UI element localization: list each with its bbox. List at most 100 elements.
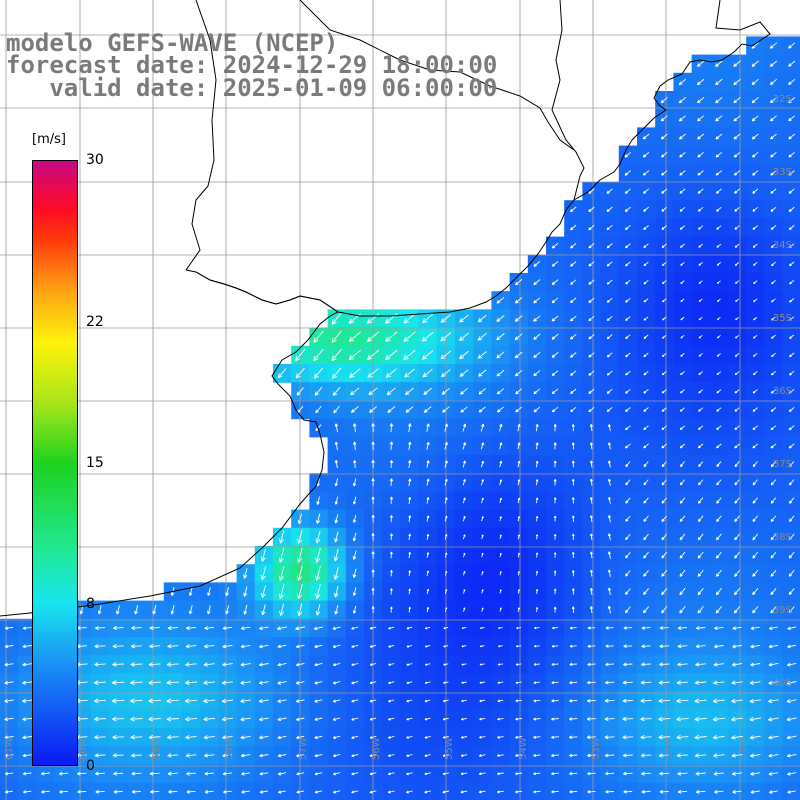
wind-arrow [112, 734, 125, 740]
wind-arrow [313, 626, 323, 631]
wind-arrow [404, 387, 414, 396]
wind-arrow [277, 753, 287, 758]
wind-arrow [622, 680, 633, 685]
wind-arrow [625, 533, 631, 541]
wind-arrow [369, 735, 377, 739]
wind-arrow [371, 569, 375, 577]
wind-arrow [788, 170, 795, 176]
wind-arrow [570, 297, 577, 304]
wind-arrow [423, 406, 432, 413]
longitude-label: 55W [444, 737, 455, 760]
wind-arrow [643, 225, 649, 230]
wind-arrow [517, 571, 520, 576]
wind-arrow [660, 151, 668, 158]
wind-arrow [535, 588, 539, 594]
wind-arrow [350, 406, 359, 413]
wind-arrow [277, 644, 287, 649]
wind-arrow [403, 349, 416, 361]
wind-arrow [406, 681, 413, 685]
wind-arrow [676, 753, 689, 758]
wind-arrow [351, 663, 359, 667]
wind-arrow [571, 424, 575, 432]
wind-arrow [496, 772, 504, 776]
wind-arrow [351, 753, 359, 758]
wind-arrow [752, 261, 758, 266]
wind-arrow [770, 461, 777, 468]
wind-arrow [389, 441, 394, 451]
wind-arrow [553, 570, 557, 576]
wind-arrow [442, 790, 450, 794]
wind-arrow [571, 551, 575, 559]
wind-arrow [768, 662, 779, 667]
wind-arrow [661, 334, 667, 339]
wind-arrow [588, 315, 595, 322]
wind-arrow [788, 206, 795, 212]
wind-arrow [277, 772, 287, 776]
wind-arrow [713, 662, 725, 667]
wind-arrow [624, 425, 631, 431]
wind-arrow [514, 297, 523, 304]
wind-arrow [551, 315, 559, 322]
wind-arrow [478, 772, 486, 776]
wind-arrow [587, 790, 596, 794]
wind-arrow [623, 644, 633, 649]
wind-arrow [424, 681, 431, 685]
wind-arrow [788, 225, 795, 231]
wind-arrow [389, 533, 393, 541]
wind-arrow [499, 460, 503, 468]
wind-arrow [426, 533, 430, 540]
wind-arrow [604, 717, 615, 722]
wind-arrow [769, 115, 777, 122]
wind-arrow [569, 333, 577, 340]
wind-arrow [499, 534, 502, 540]
wind-arrow [571, 606, 575, 613]
colorbar-tick-label: 8 [86, 596, 95, 613]
wind-arrow [640, 716, 652, 722]
wind-arrow [463, 607, 466, 612]
wind-arrow [625, 570, 631, 577]
wind-arrow [258, 662, 269, 667]
wind-arrow [442, 717, 449, 721]
wind-arrow [479, 699, 486, 703]
wind-arrow [606, 224, 613, 231]
wind-arrow [296, 584, 303, 600]
wind-arrow [296, 735, 305, 740]
wind-arrow [770, 479, 777, 486]
wind-arrow [4, 790, 14, 794]
wind-arrow [716, 479, 722, 486]
wind-arrow [131, 625, 142, 631]
wind-arrow [659, 789, 669, 794]
wind-arrow [731, 698, 743, 704]
wind-arrow [296, 772, 305, 776]
wind-arrow [478, 369, 487, 377]
wind-arrow [622, 716, 634, 722]
wind-arrow [58, 771, 69, 776]
wind-arrow [752, 188, 759, 194]
wind-arrow [749, 735, 761, 740]
wind-arrow [334, 459, 339, 469]
wind-arrow [623, 662, 633, 667]
wind-arrow [371, 423, 375, 433]
wind-arrow [716, 335, 721, 339]
wind-arrow [334, 423, 339, 432]
wind-arrow [517, 442, 521, 450]
wind-arrow [715, 60, 723, 67]
wind-arrow [369, 699, 377, 703]
wind-arrow [553, 442, 557, 450]
wind-arrow [130, 716, 143, 722]
wind-arrow [733, 170, 741, 176]
wind-arrow [786, 735, 797, 740]
wind-arrow [241, 771, 251, 776]
wind-arrow [481, 607, 484, 612]
wind-arrow [570, 224, 577, 231]
wind-arrow [315, 530, 321, 544]
wind-arrow [514, 351, 523, 359]
wind-arrow [425, 626, 431, 630]
wind-arrow [733, 78, 741, 86]
wind-arrow [314, 662, 323, 667]
wind-arrow [788, 606, 795, 614]
wind-arrow [314, 681, 323, 685]
wind-arrow [166, 662, 179, 667]
wind-arrow [459, 369, 469, 377]
wind-arrow [148, 662, 161, 667]
